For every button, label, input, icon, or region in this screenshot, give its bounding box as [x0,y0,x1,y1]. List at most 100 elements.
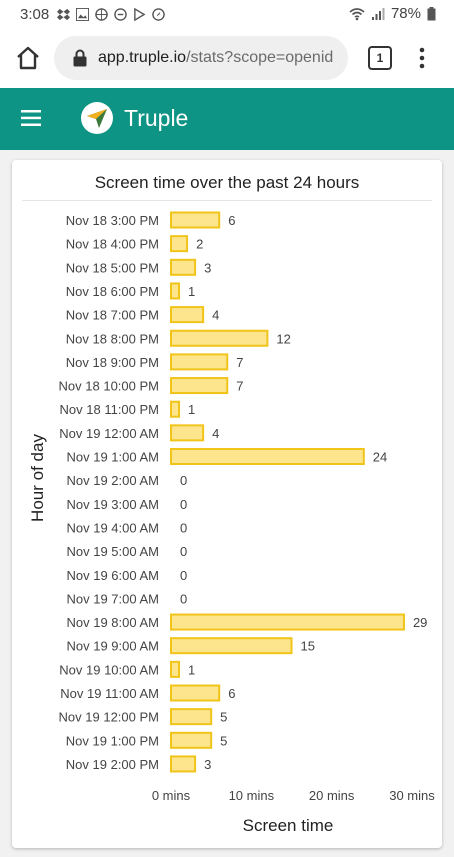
battery-percent: 78% [390,5,421,22]
address-bar[interactable]: app.truple.io/stats?scope=openid [54,36,348,80]
bar-value-label: 0 [180,497,187,512]
status-right: 78% [349,5,436,22]
url-path: /stats?scope=openid [186,49,334,66]
more-options-icon[interactable] [414,44,430,72]
x-tick-label: 10 mins [229,788,275,803]
bar-value-label: 5 [220,710,227,725]
home-icon[interactable] [14,44,42,72]
dropbox-icon [57,8,71,20]
bar[interactable] [170,708,213,726]
y-tick-label: Nov 19 7:00 AM [67,591,160,606]
y-tick-label: Nov 18 6:00 PM [66,284,159,299]
bar-value-label: 7 [236,355,243,370]
truple-logo-icon [81,102,113,134]
y-tick-label: Nov 19 4:00 AM [67,520,160,535]
status-time: 3:08 [20,5,50,23]
y-tick-label: Nov 19 2:00 PM [66,757,159,772]
bar[interactable] [170,258,197,276]
y-tick-label: Nov 19 10:00 AM [59,662,159,677]
app-title: Truple [124,105,189,131]
tab-switcher-button[interactable]: 1 [368,46,392,70]
bar[interactable] [170,377,229,395]
lock-icon [73,49,87,67]
bar-value-label: 5 [220,733,227,748]
image-icon [76,7,90,21]
bar-value-label: 2 [196,237,203,252]
notification-icons [57,7,165,21]
x-ticks-group: 0 mins 10 mins 20 mins 30 mins [152,788,435,803]
bar-value-label: 4 [212,308,219,323]
x-tick-label: 0 mins [152,788,191,803]
do-not-disturb-icon [114,7,127,21]
y-tick-label: Nov 19 1:00 PM [66,733,159,748]
y-tick-label: Nov 19 2:00 AM [67,473,160,488]
y-tick-label: Nov 18 4:00 PM [66,237,159,252]
y-tick-label: Nov 18 3:00 PM [66,213,159,228]
bar[interactable] [170,448,365,465]
bar-value-label: 4 [212,426,219,441]
bar[interactable] [170,613,405,631]
y-tick-label: Nov 19 8:00 AM [67,615,160,630]
bar-value-label: 29 [413,615,427,630]
y-tick-label: Nov 19 3:00 AM [67,497,160,512]
bars-group: Nov 18 3:00 PM 6 Nov 18 4:00 PM 2 Nov 18 5:0… [59,211,427,773]
bar[interactable] [170,353,229,371]
y-tick-label: Nov 19 12:00 PM [59,710,159,725]
y-tick-label: Nov 18 9:00 PM [66,355,159,370]
bar[interactable] [170,306,205,324]
bar[interactable] [170,755,197,773]
y-tick-label: Nov 19 9:00 AM [67,639,160,654]
y-tick-label: Nov 19 1:00 AM [67,450,160,465]
bar[interactable] [170,211,221,229]
bar-value-label: 0 [180,568,187,583]
bar[interactable] [170,400,181,418]
y-tick-label: Nov 19 12:00 AM [59,426,159,441]
bar-value-label: 3 [204,260,211,275]
browser-toolbar: app.truple.io/stats?scope=openid 1 [0,28,454,88]
x-axis-label: Screen time [243,816,334,835]
bar-value-label: 6 [228,213,235,228]
app-bar: Truple [0,88,454,150]
bar[interactable] [170,637,293,655]
y-tick-label: Nov 18 7:00 PM [66,308,159,323]
bar[interactable] [170,235,189,253]
bar[interactable] [170,731,213,749]
screen-time-chart: Hour of day Screen time Nov 18 3:00 PM 6N… [28,211,435,835]
bar[interactable] [170,329,269,347]
bar-value-label: 3 [204,757,211,772]
url-host: app.truple.io [98,49,187,66]
bar-value-label: 0 [180,520,187,535]
play-store-icon [134,7,146,21]
y-tick-label: Nov 19 5:00 AM [67,544,160,559]
y-axis-label-group: Hour of day [28,434,47,522]
bar[interactable] [170,424,205,442]
bar-value-label: 1 [188,284,195,299]
y-axis-label: Hour of day [28,434,47,522]
status-bar: 3:08 78% [0,0,454,28]
y-tick-label: Nov 18 5:00 PM [66,260,159,275]
globe-icon [95,7,108,21]
y-tick-label: Nov 18 8:00 PM [66,331,159,346]
wifi-icon [349,7,365,20]
url-text: app.truple.io/stats?scope=openid [98,49,333,67]
chart-title: Screen time over the past 24 hours [94,173,360,192]
y-tick-label: Nov 18 11:00 PM [60,402,159,417]
hamburger-menu-icon[interactable] [21,110,41,126]
x-tick-label: 20 mins [309,788,355,803]
y-tick-label: Nov 18 10:00 PM [59,379,159,394]
bar-value-label: 1 [188,402,195,417]
bar[interactable] [170,660,181,678]
chart-card: Screen time over the past 24 hours Hour … [12,160,442,848]
y-tick-label: Nov 19 6:00 AM [67,568,160,583]
bar-value-label: 12 [276,331,290,346]
y-tick-label: Nov 19 11:00 AM [60,686,159,701]
bar-value-label: 0 [180,591,187,606]
bar-value-label: 24 [373,450,387,465]
bar-value-label: 7 [236,379,243,394]
bar-value-label: 1 [188,662,195,677]
x-tick-label: 30 mins [389,788,435,803]
bar-value-label: 6 [228,686,235,701]
bar[interactable] [170,684,221,702]
bar-value-label: 15 [301,639,315,654]
bar[interactable] [170,282,181,300]
